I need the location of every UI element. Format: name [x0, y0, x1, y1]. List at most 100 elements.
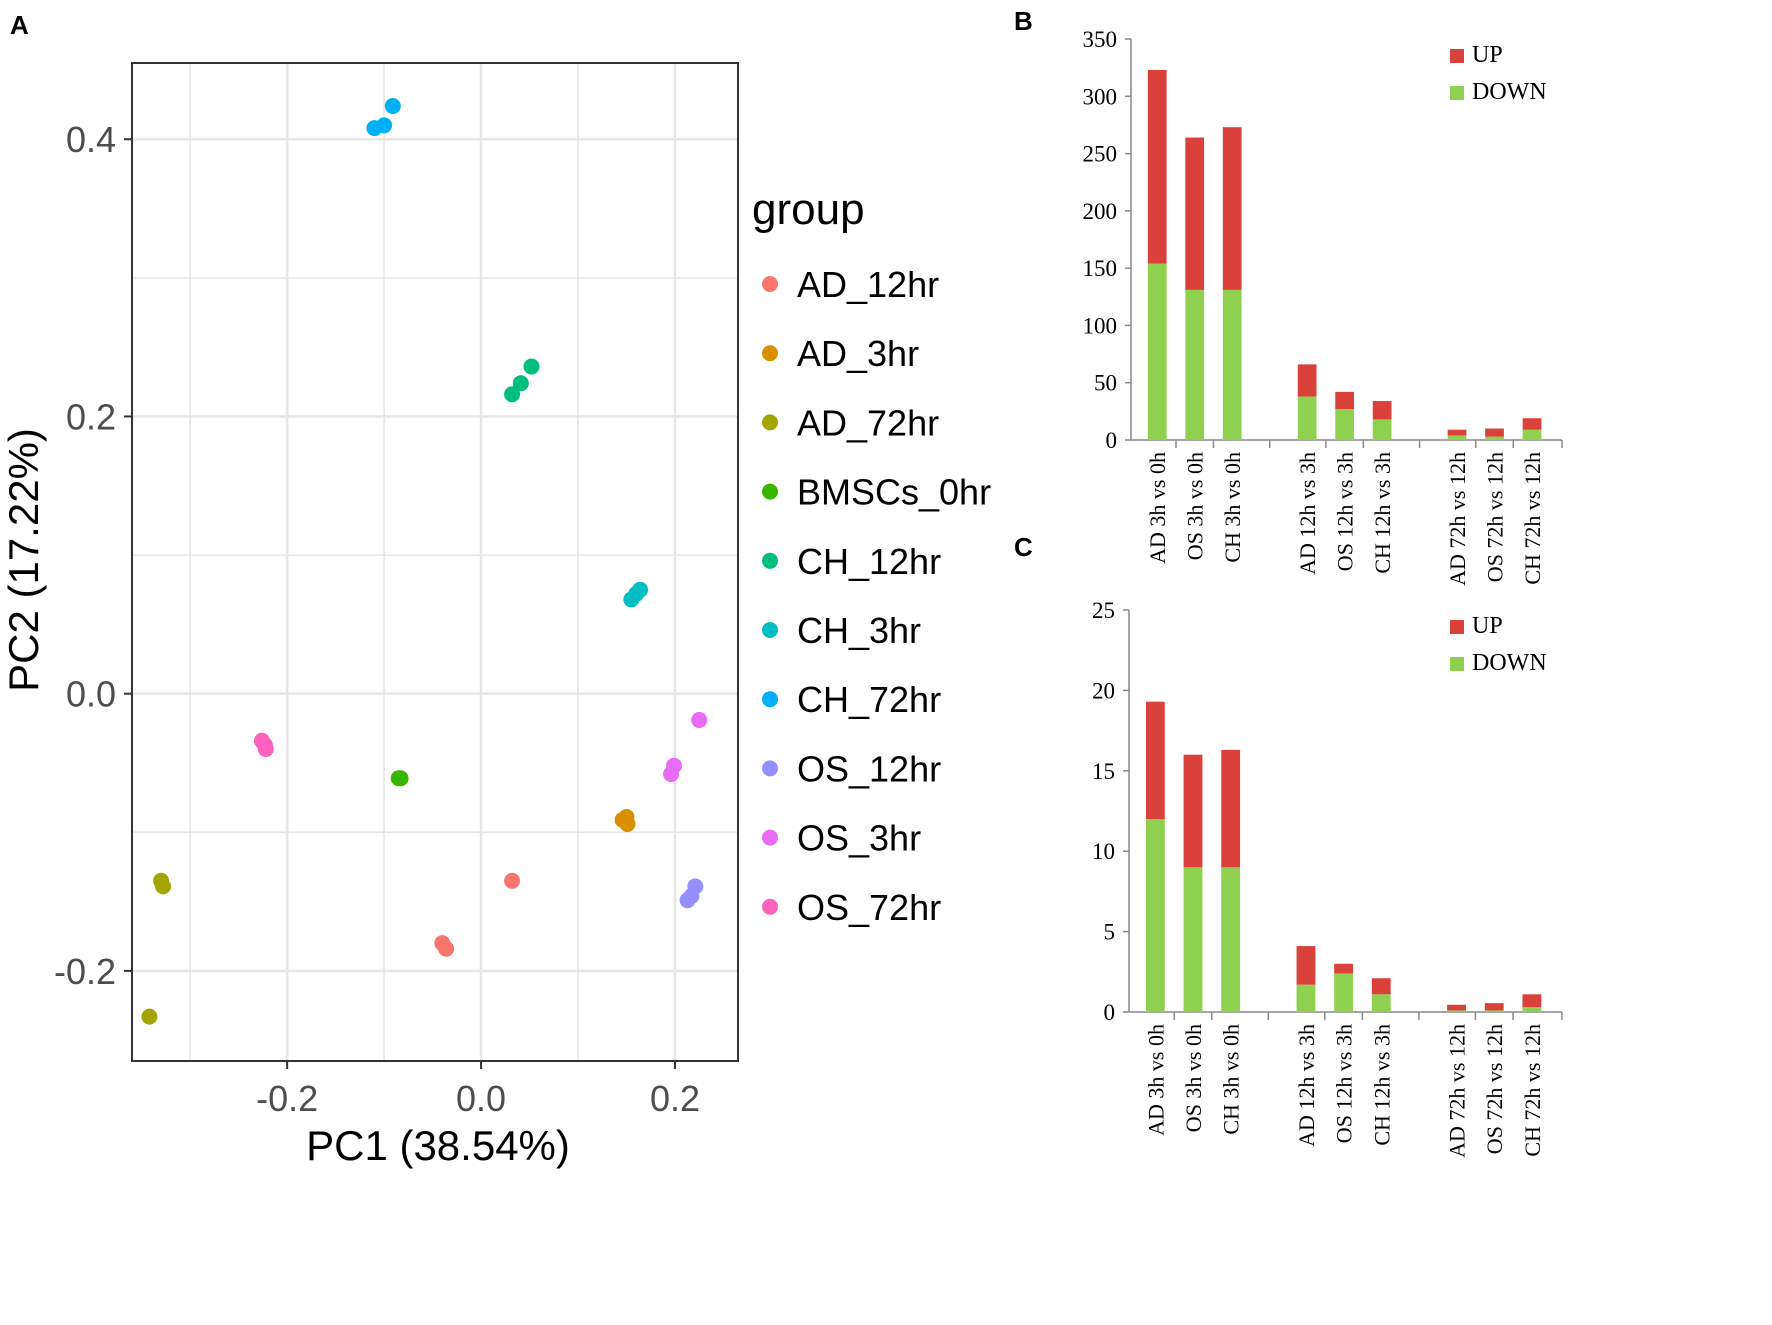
pca-x-tick-label: -0.2	[256, 1078, 318, 1119]
pca-legend-key-os_12hr	[762, 760, 778, 777]
bar-b-bar-down	[1485, 436, 1504, 440]
pca-legend-label-ch_12hr: CH_12hr	[797, 541, 941, 582]
pca-point-os_3hr	[666, 757, 683, 774]
bar-b-bar-down	[1372, 419, 1392, 440]
pca-point-os_72hr	[256, 736, 273, 753]
bar-c-bar-down	[1522, 1007, 1542, 1012]
bar-c-category-label: CH 72h vs 12h	[1520, 1024, 1545, 1157]
bar-c-category-label: CH 12h vs 3h	[1369, 1024, 1394, 1146]
pca-point-os_3hr	[691, 712, 708, 729]
bar-b-legend-key-down	[1450, 86, 1464, 100]
pca-point-ch_12hr	[504, 386, 521, 403]
pca-legend-label-bmscs_0hr: BMSCs_0hr	[797, 472, 991, 513]
pca-plot-border	[131, 62, 739, 1062]
bar-b-bar-up	[1185, 137, 1205, 290]
pca-legend-key-os_72hr	[762, 898, 778, 915]
pca-point-ad_12hr	[438, 940, 455, 957]
pca-y-axis-title: PC2 (17.22%)	[0, 428, 47, 692]
bar-b-y-tick-label: 150	[1083, 256, 1118, 281]
bar-c-bar-up	[1371, 978, 1391, 995]
pca-grid	[132, 63, 738, 1061]
bar-c-bar-up	[1296, 946, 1316, 985]
bar-c-category-label: AD 72h vs 12h	[1445, 1024, 1470, 1158]
pca-legend-key-ch_12hr	[762, 552, 778, 569]
bar-b-bar-up	[1522, 418, 1542, 430]
pca-point-ad_12hr	[504, 872, 521, 889]
bar-b-y-tick-label: 0	[1106, 428, 1118, 453]
bar-b-category-label: AD 72h vs 12h	[1445, 452, 1470, 586]
bar-b-bar-down	[1522, 429, 1542, 440]
bar-c-category-label: AD 12h vs 3h	[1294, 1024, 1319, 1147]
bar-chart-c: 0 5 10 15 20 25 AD 3h vs 0h OS 3h vs 0h CH 3h vs…	[1092, 598, 1563, 1158]
pca-legend-label-os_12hr: OS_12hr	[797, 748, 941, 789]
pca-y-tick-label: -0.2	[54, 951, 116, 992]
bar-b-y-tick-label: 350	[1083, 27, 1118, 52]
bar-b-bar-up	[1485, 428, 1504, 437]
bar-c-category-label: CH 3h vs 0h	[1219, 1024, 1244, 1135]
bar-b-legend-label-down: DOWN	[1472, 79, 1547, 105]
bar-c-bar-down	[1183, 867, 1203, 1012]
bar-c-bar-down	[1296, 984, 1316, 1012]
bar-c-y-tick-label: 0	[1104, 1000, 1116, 1025]
bar-b-y-tick-label: 50	[1094, 371, 1117, 396]
pca-legend-label-ad_72hr: AD_72hr	[797, 402, 939, 443]
bar-b-bar-up	[1335, 391, 1354, 410]
bar-b-category-label: CH 72h vs 12h	[1520, 452, 1545, 585]
pca-point-ch_72hr	[376, 117, 393, 134]
pca-points	[141, 97, 708, 1025]
bar-b-bar-up	[1222, 127, 1242, 290]
bar-b-category-label: OS 12h vs 3h	[1333, 452, 1358, 571]
bar-c-bar-down	[1334, 973, 1354, 1012]
bar-b-bar-down	[1335, 409, 1354, 440]
bar-c-bar-down	[1484, 1010, 1504, 1012]
pca-point-ch_12hr	[523, 358, 540, 375]
panel-label-b: B	[1014, 6, 1033, 36]
pca-point-ad_3hr	[618, 809, 635, 826]
bar-c-bar-up	[1447, 1004, 1466, 1011]
bar-c-category-label: AD 3h vs 0h	[1143, 1024, 1168, 1136]
pca-x-ticks: -0.2 0.0 0.2	[256, 1061, 700, 1119]
bar-c-category-label: OS 12h vs 3h	[1332, 1024, 1357, 1143]
pca-legend-label-ad_3hr: AD_3hr	[797, 333, 919, 374]
bar-c-y-tick-label: 25	[1092, 598, 1115, 623]
bar-chart-b: 0 50 100 150 200 250 300 350 AD 3h vs 0h OS 3h vs…	[1083, 27, 1563, 586]
pca-x-tick-label: 0.2	[650, 1078, 700, 1119]
bar-b-bar-down	[1147, 263, 1167, 440]
bar-c-bar-up	[1334, 963, 1354, 974]
pca-legend-label-ad_12hr: AD_12hr	[797, 264, 939, 305]
pca-legend-key-ad_3hr	[762, 345, 778, 362]
pca-point-os_12hr	[687, 878, 704, 895]
pca-point-bmscs_0hr	[390, 770, 407, 787]
pca-point-ad_72hr	[141, 1008, 158, 1025]
bar-b-legend-key-up	[1450, 49, 1464, 63]
bar-b-category-label: OS 72h vs 12h	[1483, 452, 1508, 582]
bar-c-y-tick-label: 5	[1104, 920, 1116, 945]
bar-b-bar-down	[1297, 396, 1317, 440]
pca-legend-title: group	[752, 185, 865, 234]
pca-legend-label-ch_3hr: CH_3hr	[797, 610, 921, 651]
bar-b-legend-label-up: UP	[1472, 42, 1503, 68]
bar-c-category-label: OS 3h vs 0h	[1181, 1024, 1206, 1132]
bar-c-bar-down	[1447, 1010, 1466, 1012]
bar-b-category-label: CH 3h vs 0h	[1220, 452, 1245, 563]
bar-b-bar-up	[1447, 429, 1467, 436]
pca-point-ch_72hr	[384, 97, 401, 114]
bar-b-y-tick-label: 100	[1083, 313, 1118, 338]
bar-b-y-tick-label: 200	[1083, 199, 1118, 224]
bar-c-bar-up	[1522, 994, 1542, 1008]
bar-c-legend-key-up	[1450, 620, 1464, 634]
bar-b-category-label: AD 12h vs 3h	[1295, 452, 1320, 575]
bar-c-bar-down	[1371, 994, 1391, 1012]
bar-b-y-tick-label: 300	[1083, 84, 1118, 109]
bar-c-bar-up	[1484, 1003, 1504, 1011]
bar-c-legend-label-up: UP	[1472, 613, 1503, 639]
bar-c-bar-down	[1145, 819, 1165, 1012]
pca-legend-key-ch_72hr	[762, 691, 778, 708]
pca-point-ch_12hr	[512, 375, 529, 392]
bar-b-bar-up	[1297, 364, 1317, 397]
pca-y-tick-label: 0.0	[66, 674, 116, 715]
bar-c-y-tick-label: 15	[1092, 759, 1115, 784]
pca-legend-key-os_3hr	[762, 829, 778, 846]
bar-c-y-tick-label: 20	[1092, 678, 1115, 703]
